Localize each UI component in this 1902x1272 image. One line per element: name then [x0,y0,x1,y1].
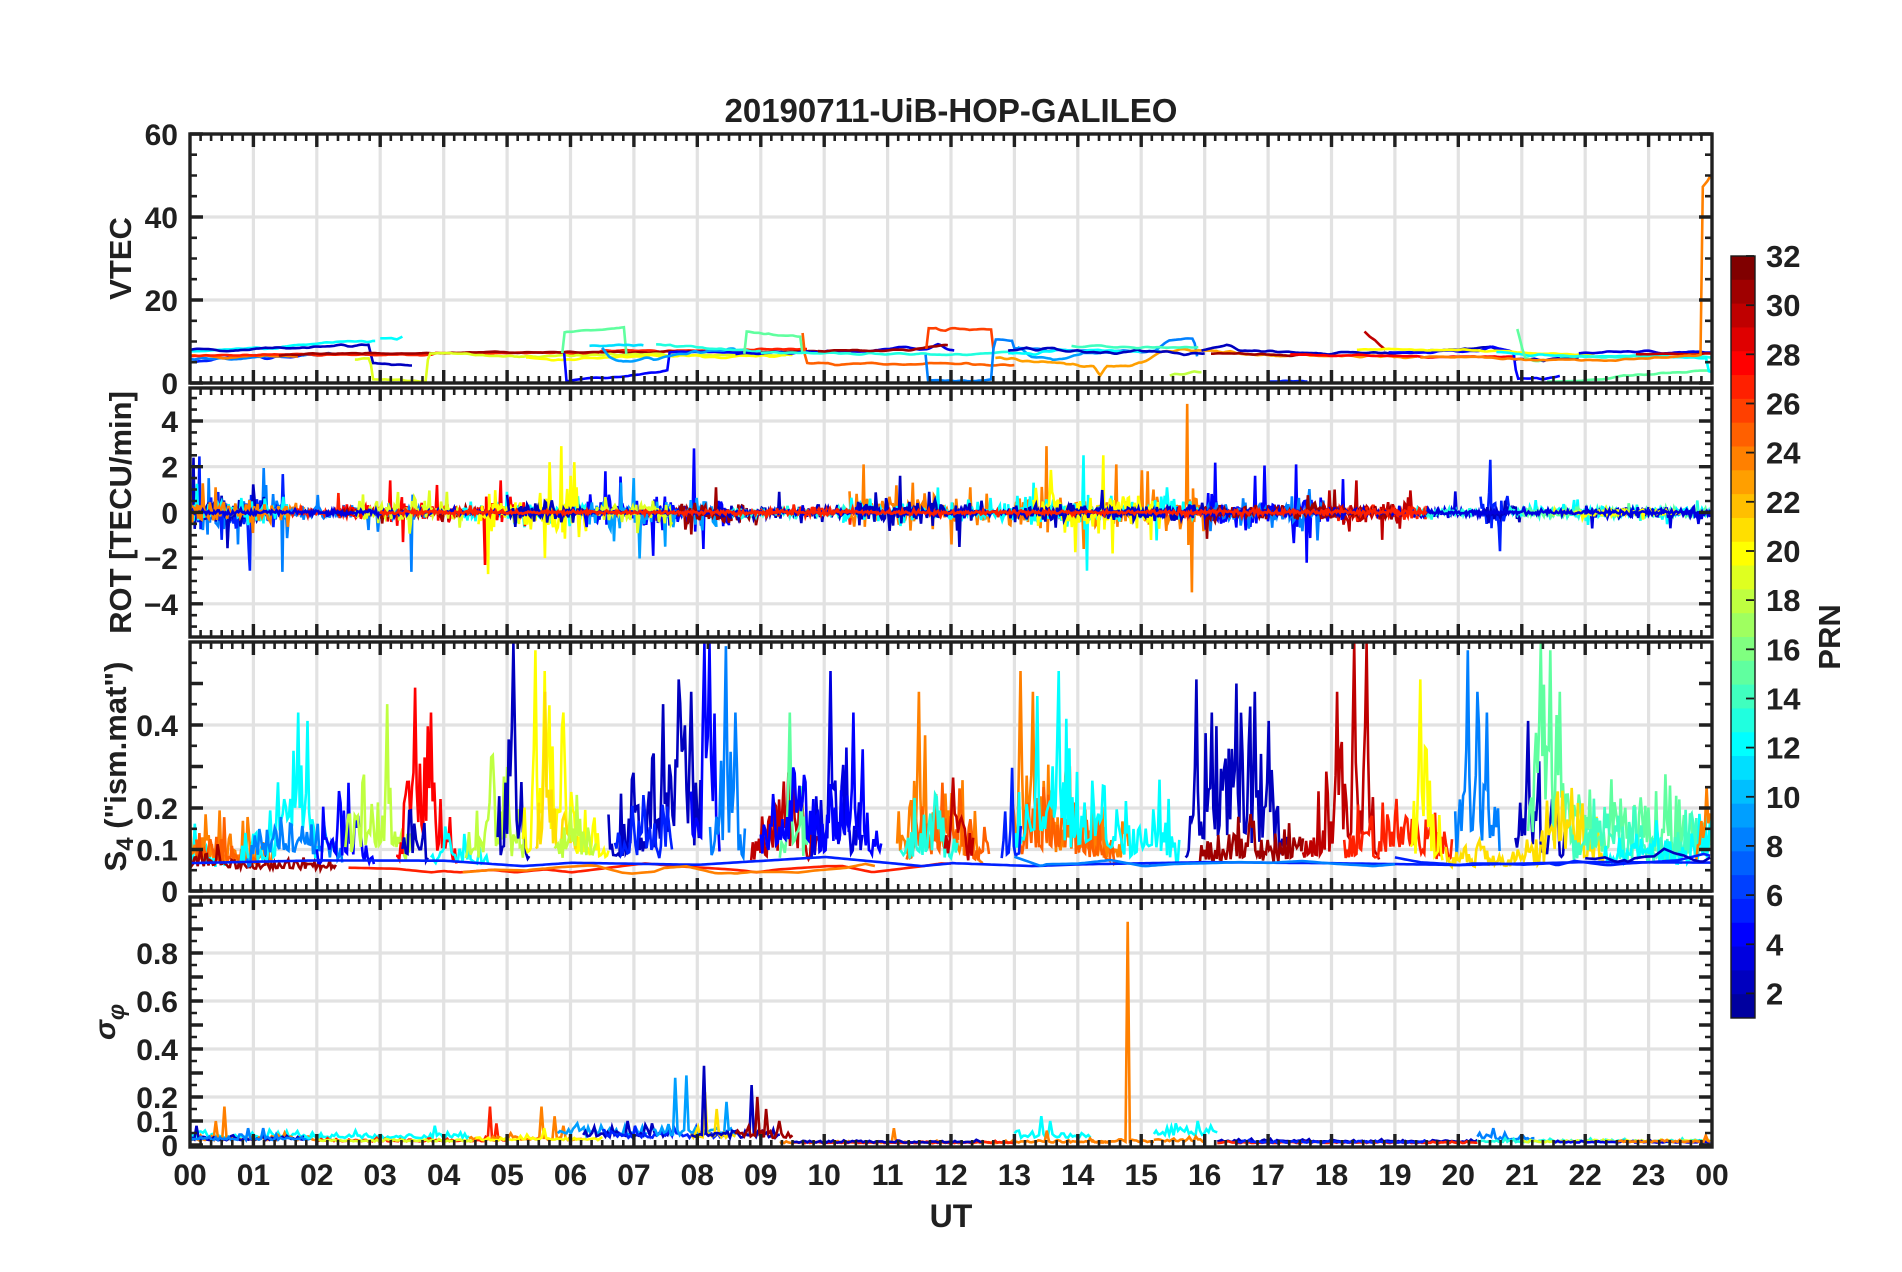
svg-text:30: 30 [1766,288,1800,323]
svg-text:PRN: PRN [1812,604,1847,669]
svg-text:09: 09 [744,1159,777,1192]
svg-text:4: 4 [161,406,178,439]
svg-text:22: 22 [1569,1159,1602,1192]
svg-text:08: 08 [681,1159,714,1192]
svg-text:0.4: 0.4 [136,1034,178,1067]
svg-text:2: 2 [161,452,178,485]
svg-text:4: 4 [1766,927,1784,962]
svg-text:0.6: 0.6 [136,986,178,1019]
svg-text:0: 0 [161,497,178,530]
svg-text:03: 03 [364,1159,397,1192]
svg-text:14: 14 [1766,682,1801,717]
svg-text:0.1: 0.1 [136,1106,178,1139]
svg-text:21: 21 [1505,1159,1538,1192]
svg-text:05: 05 [490,1159,523,1192]
svg-text:12: 12 [934,1159,967,1192]
svg-text:06: 06 [554,1159,587,1192]
svg-text:17: 17 [1251,1159,1284,1192]
svg-text:15: 15 [1125,1159,1158,1192]
svg-text:12: 12 [1766,731,1800,766]
svg-text:07: 07 [617,1159,650,1192]
svg-text:10: 10 [1766,780,1800,815]
svg-text:ROT [TECU/min]: ROT [TECU/min] [103,391,138,634]
svg-text:16: 16 [1188,1159,1221,1192]
svg-text:13: 13 [998,1159,1031,1192]
svg-text:20: 20 [1766,534,1800,569]
svg-text:UT: UT [930,1198,973,1234]
svg-text:02: 02 [300,1159,333,1192]
svg-text:−2: −2 [144,543,178,576]
svg-text:6: 6 [1766,878,1783,913]
svg-text:10: 10 [808,1159,841,1192]
svg-text:8: 8 [1766,829,1783,864]
svg-text:22: 22 [1766,485,1800,520]
svg-text:0: 0 [161,1130,178,1163]
svg-text:00: 00 [173,1159,206,1192]
svg-text:18: 18 [1315,1159,1348,1192]
svg-text:VTEC: VTEC [103,217,138,300]
svg-text:20: 20 [1442,1159,1475,1192]
svg-text:01: 01 [237,1159,270,1192]
svg-text:00: 00 [1695,1159,1728,1192]
svg-text:−4: −4 [144,589,179,622]
svg-text:04: 04 [427,1159,461,1192]
svg-text:23: 23 [1632,1159,1665,1192]
svg-text:2: 2 [1766,976,1783,1011]
svg-text:11: 11 [872,1159,904,1192]
svg-text:24: 24 [1766,436,1801,471]
svg-text:0: 0 [161,876,178,909]
svg-text:0.4: 0.4 [136,710,178,743]
svg-text:20190711-UiB-HOP-GALILEO: 20190711-UiB-HOP-GALILEO [725,92,1178,129]
svg-text:0.8: 0.8 [136,938,178,971]
svg-text:19: 19 [1378,1159,1411,1192]
svg-text:0: 0 [161,368,178,401]
svg-text:20: 20 [145,285,178,318]
svg-text:16: 16 [1766,632,1800,667]
svg-text:18: 18 [1766,583,1800,618]
svg-text:26: 26 [1766,387,1800,422]
svg-text:60: 60 [145,119,178,152]
svg-text:0.1: 0.1 [136,835,178,868]
svg-text:32: 32 [1766,239,1800,274]
svg-text:0.2: 0.2 [136,1082,178,1115]
svg-text:0.2: 0.2 [136,793,178,826]
svg-text:S4 ("ism.mat"): S4 ("ism.mat") [98,662,139,872]
svg-text:14: 14 [1061,1159,1095,1192]
svg-text:40: 40 [145,202,178,235]
svg-text:28: 28 [1766,337,1800,372]
